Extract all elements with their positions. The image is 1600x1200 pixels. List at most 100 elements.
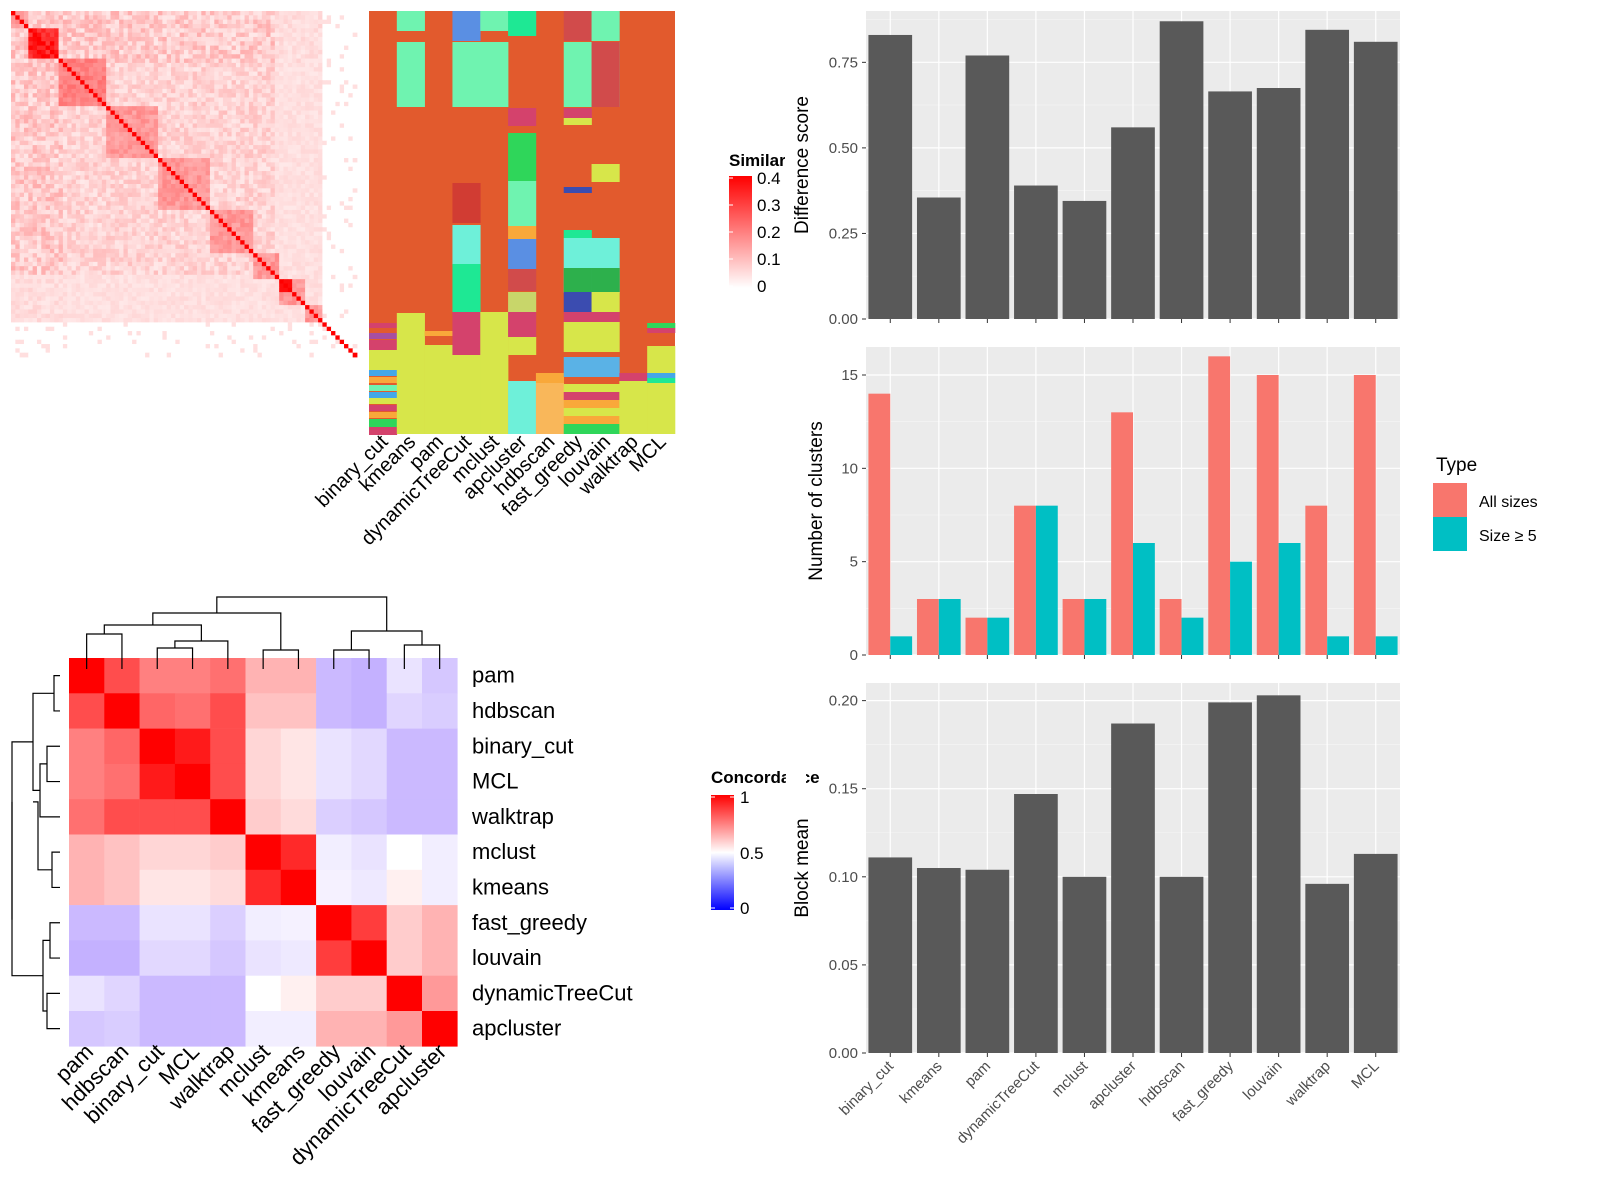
similarity-cell [240, 222, 245, 228]
similarity-cell [75, 132, 81, 137]
similarity-cell [326, 123, 332, 129]
similarity-cell [274, 171, 280, 176]
similarity-cell [158, 19, 163, 25]
similarity-cell [45, 49, 51, 55]
similarity-cell [84, 188, 90, 194]
similarity-cell [214, 136, 220, 142]
similarity-cell [352, 201, 358, 207]
similarity-cell [222, 136, 228, 142]
similarity-cell [15, 227, 21, 232]
similarity-cell [227, 218, 232, 224]
similarity-cell [132, 201, 137, 207]
similarity-cell [235, 261, 241, 267]
similarity-cell [348, 218, 354, 224]
similarity-cell [227, 179, 232, 185]
similarity-cell [162, 257, 168, 263]
similarity-cell [97, 28, 103, 34]
similarity-cell [132, 222, 137, 228]
similarity-cell [123, 58, 129, 64]
similarity-cell [253, 23, 258, 29]
similarity-cell [110, 270, 116, 276]
similarity-cell [309, 119, 315, 124]
similarity-cell [175, 179, 181, 185]
similarity-cell [318, 270, 323, 276]
similarity-cell [287, 101, 293, 107]
similarity-cell [106, 179, 111, 185]
similarity-cell [145, 153, 150, 159]
similarity-cell [253, 80, 258, 85]
similarity-cell [240, 45, 245, 51]
similarity-cell [279, 179, 284, 185]
similarity-cell [270, 192, 276, 198]
similarity-cell [257, 119, 263, 124]
similarity-cell [205, 244, 211, 250]
similarity-cell [292, 88, 297, 94]
similarity-cell [231, 114, 237, 120]
similarity-cell [292, 62, 297, 68]
similarity-cell [119, 222, 124, 228]
similarity-cell [119, 205, 124, 211]
similarity-cell [71, 71, 77, 77]
similarity-cell [184, 36, 189, 42]
similarity-cell [15, 23, 21, 29]
similarity-cell [244, 235, 250, 241]
similarity-cell [123, 62, 129, 68]
similarity-cell [45, 11, 51, 16]
similarity-cell [184, 257, 189, 263]
similarity-cell [292, 201, 297, 207]
similarity-cell [97, 171, 103, 176]
similarity-cell [41, 140, 47, 146]
similarity-cell [270, 140, 276, 146]
similarity-cell [240, 192, 245, 198]
similarity-cell [274, 80, 280, 85]
similarity-cell [296, 158, 302, 163]
similarity-cell [331, 231, 336, 237]
similarity-cell [32, 244, 38, 250]
similarity-cell [88, 106, 94, 111]
similarity-cell [28, 80, 34, 85]
similarity-cell [149, 244, 155, 250]
similarity-cell [71, 119, 77, 124]
similarity-cell [41, 222, 47, 228]
similarity-cell [266, 67, 271, 72]
similarity-cell [266, 101, 271, 107]
similarity-cell [80, 184, 85, 189]
similarity-cell [209, 88, 215, 94]
similarity-cell [127, 67, 133, 72]
similarity-cell [222, 218, 228, 224]
similarity-cell [101, 110, 107, 116]
similarity-cell [209, 253, 215, 258]
similarity-cell [201, 192, 207, 198]
similarity-cell [305, 11, 310, 16]
similarity-cell [127, 114, 133, 120]
similarity-cell [274, 149, 280, 155]
similarity-cell [240, 257, 245, 263]
similarity-cell [326, 136, 332, 142]
similarity-cell [114, 279, 120, 284]
similarity-cell [162, 32, 168, 38]
similarity-cell [244, 32, 250, 38]
similarity-cell [153, 58, 159, 64]
similarity-cell [201, 23, 207, 29]
similarity-cell [227, 184, 232, 189]
similarity-cell [84, 127, 90, 133]
similarity-cell [231, 36, 237, 42]
similarity-cell [153, 196, 159, 202]
similarity-cell [270, 136, 276, 142]
similarity-cell [28, 240, 34, 245]
similarity-cell [209, 132, 215, 137]
similarity-cell [23, 253, 29, 258]
similarity-cell [58, 110, 64, 116]
similarity-cell [153, 101, 159, 107]
similarity-cell [296, 140, 302, 146]
similarity-cell [201, 209, 207, 215]
similarity-cell [15, 119, 21, 124]
similarity-cell [318, 114, 323, 120]
similarity-cell [196, 23, 202, 29]
similarity-cell [45, 19, 51, 25]
similarity-cell [266, 140, 271, 146]
similarity-cell [123, 240, 129, 245]
similarity-cell [222, 54, 228, 59]
similarity-cell [227, 75, 232, 81]
similarity-cell [19, 114, 25, 120]
